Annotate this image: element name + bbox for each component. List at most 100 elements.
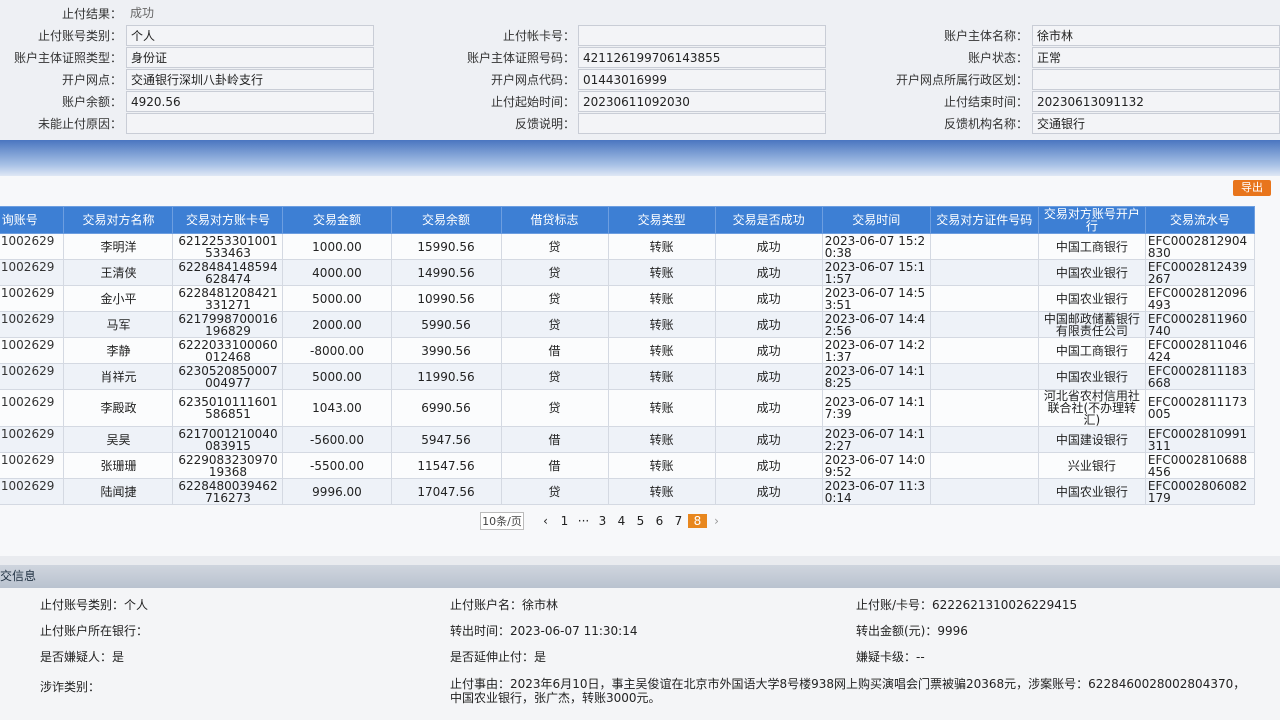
field-value [578,113,826,134]
table-cell: 17047.56 [390,478,502,505]
table-cell: 转账 [607,452,716,479]
table-cell: EFC0002812439267 [1144,259,1256,286]
field-value [1032,69,1280,90]
table-cell: 2023-06-07 14:17:39 [821,389,931,427]
field-value: 4920.56 [126,91,374,112]
table-cell: EFC0002811960740 [1144,311,1256,338]
column-header: 交易对方账卡号 [172,206,284,234]
detail-value: 徐市林 [522,598,559,612]
column-header: 询账号 [0,206,65,234]
table-cell: 转账 [607,478,716,505]
page-number[interactable]: 3 [598,514,607,528]
table-cell: 2023-06-07 14:53:51 [821,285,931,312]
table-cell: -8000.00 [282,337,392,364]
detail-label: 转出时间： [450,624,511,638]
table-cell: 贷 [500,389,609,427]
table-cell: 成功 [714,363,823,390]
detail-label: 止付账户名： [450,598,523,612]
table-cell: 成功 [714,285,823,312]
detail-value: 是 [112,650,125,664]
detail-panel: 止付账号类别：个人 止付账户名：徐市林 止付账/卡号：622262131002622… [0,588,1280,720]
detail-field: 止付账号类别：个人 [40,598,148,612]
page-number[interactable]: 7 [674,514,683,528]
table-cell: 9996.00 [282,478,392,505]
field-value: 徐市林 [1032,25,1280,46]
column-header: 借贷标志 [500,206,609,234]
page-number[interactable]: 6 [655,514,664,528]
prev-page[interactable]: ‹ [543,514,548,528]
table-cell: 金小平 [63,285,174,312]
table-cell: 李殿政 [63,389,174,427]
table-cell: 2131002629415 [0,389,65,427]
table-cell: 5947.56 [390,426,502,453]
table-cell: 转账 [607,311,716,338]
table-cell: 2023-06-07 11:30:14 [821,478,931,505]
detail-field: 转出金额(元)：9996 [856,624,968,638]
detail-field: 嫌疑卡级：-- [856,650,925,664]
page-number[interactable]: 1 [560,514,569,528]
table-cell: 中国建设银行 [1037,426,1146,453]
table-cell: 中国农业银行 [1037,259,1146,286]
table-cell: 2131002629415 [0,363,65,390]
detail-label: 嫌疑卡级： [856,650,917,664]
table-cell: 11990.56 [390,363,502,390]
table-cell: 转账 [607,363,716,390]
page-size[interactable]: 10条/页 [480,512,524,530]
table-cell: 转账 [607,233,716,260]
next-page[interactable]: › [714,514,719,528]
table-cell: 陆闻捷 [63,478,174,505]
table-row: 2131002629415吴昊6217001210040083915-5600.… [0,426,1256,453]
detail-value: 9996 [937,624,968,638]
table-cell: 成功 [714,452,823,479]
table-cell: EFC0002811173005 [1144,389,1256,427]
table-cell: 2131002629415 [0,337,65,364]
table-cell [929,452,1039,479]
table-cell: 中国邮政储蓄银行有限责任公司 [1037,311,1146,338]
detail-label: 止付账户所在银行： [40,624,149,638]
detail-field: 转出时间：2023-06-07 11:30:14 [450,624,637,638]
table-cell: 中国农业银行 [1037,285,1146,312]
table-cell: 2000.00 [282,311,392,338]
table-cell: 2023-06-07 14:42:56 [821,311,931,338]
export-button[interactable]: 导出 [1233,180,1271,196]
table-cell: 转账 [607,389,716,427]
table-cell: 5000.00 [282,363,392,390]
table-cell: 肖祥元 [63,363,174,390]
table-cell [929,363,1039,390]
table-row: 2131002629415马军62179987000161968292000.0… [0,311,1256,338]
table-cell: 成功 [714,311,823,338]
detail-value: 个人 [124,598,149,612]
field-label: 止付账号类别： [37,29,122,43]
page-number[interactable]: ··· [577,514,590,528]
table-row: 2131002629415张珊珊622908323097019368-5500.… [0,452,1256,479]
table-cell: EFC0002811046424 [1144,337,1256,364]
table-cell [929,478,1039,505]
pagination: 10条/页 ‹ 1 ··· 3 4 5 6 7 8 › [480,512,726,530]
table-cell: 2131002629415 [0,452,65,479]
table-cell [929,337,1039,364]
table-cell: 2131002629415 [0,285,65,312]
page-number[interactable]: 8 [688,514,707,528]
detail-value: -- [916,650,925,664]
table-cell: 借 [500,426,609,453]
page-number[interactable]: 5 [636,514,645,528]
table-cell [929,285,1039,312]
page-number[interactable]: 4 [617,514,626,528]
detail-value: 是 [534,650,547,664]
detail-field: 止付账户名：徐市林 [450,598,558,612]
table-row: 2131002629415李静6222033100060012468-8000.… [0,337,1256,364]
table-cell: 6217001210040083915 [172,426,284,453]
table-cell: EFC0002812096493 [1144,285,1256,312]
table-cell [929,389,1039,427]
table-cell: EFC0002812904830 [1144,233,1256,260]
table-cell: 贷 [500,259,609,286]
table-cell [929,233,1039,260]
column-header: 交易金额 [282,206,392,234]
table-cell: 6212253301001533463 [172,233,284,260]
field-label: 账户状态： [967,51,1028,65]
field-value [126,113,374,134]
table-cell: 王清侠 [63,259,174,286]
table-cell: EFC0002810991311 [1144,426,1256,453]
detail-label: 止付账/卡号： [856,598,933,612]
field-label: 未能止付原因： [37,117,122,131]
